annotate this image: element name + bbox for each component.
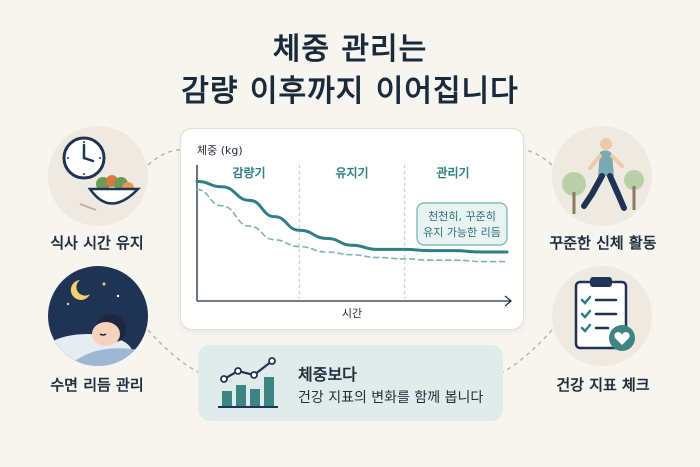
phase-label-maintain: 유지기: [335, 165, 368, 180]
info-heading: 체중보다: [298, 365, 357, 384]
trend-line-solid: [195, 179, 509, 254]
growth-chart-icon: [218, 357, 278, 408]
sleep-illustration: [48, 266, 148, 366]
weight-chart-card: 체중 (kg) 시간 감량기 유지기 관리기 천천히, 꾸준히 유지 가능한 리…: [180, 128, 524, 330]
y-axis-label: 체중 (kg): [197, 144, 243, 157]
habit-label-health: 건강 지표 체크: [556, 376, 650, 394]
health-checklist-icon: [574, 277, 635, 351]
weight-line-chart: 체중 (kg) 시간 감량기 유지기 관리기 천천히, 꾸준히 유지 가능한 리…: [195, 144, 513, 320]
activity-illustration: [552, 126, 652, 226]
trend-line-dashed: [196, 188, 508, 263]
phase-label-loss: 감량기: [232, 165, 265, 180]
clock-and-meal-icon: [62, 136, 141, 211]
page-title-line2: 감량 이후까지 이어집니다: [181, 74, 519, 109]
x-axis-arrow: [504, 295, 513, 307]
info-description: 건강 지표의 변화를 함께 봅니다: [298, 390, 484, 406]
page-title-line1: 체중 관리는: [272, 32, 428, 67]
callout-box: [416, 202, 508, 246]
phase-label-manage: 관리기: [436, 165, 469, 180]
meal-time-illustration: [48, 126, 148, 226]
x-axis-label: 시간: [342, 307, 362, 320]
habit-label-meal: 식사 시간 유지: [50, 234, 144, 252]
callout-line2: 유지 가능한 리듬: [423, 226, 501, 239]
info-box: 체중보다 건강 지표의 변화를 함께 봅니다: [198, 345, 503, 421]
walking-person-icon: [562, 138, 644, 214]
habit-label-activity: 꾸준한 신체 활동: [549, 234, 657, 252]
habit-label-sleep: 수면 리듬 관리: [50, 376, 144, 394]
callout-line1: 천천히, 꾸준히: [428, 209, 496, 223]
sleeping-person-icon: [48, 280, 148, 366]
health-check-illustration: [552, 266, 652, 366]
